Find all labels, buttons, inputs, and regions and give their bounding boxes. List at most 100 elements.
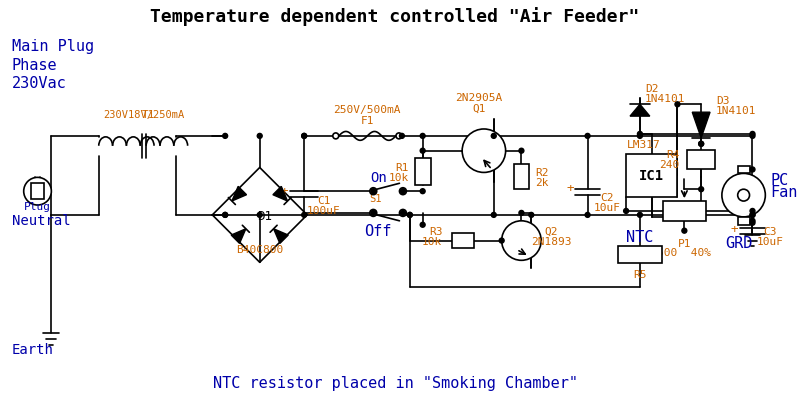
Text: Neutral: Neutral [12,213,70,227]
Text: 1N4101: 1N4101 [716,106,757,116]
Text: 1N4101: 1N4101 [645,94,686,104]
Text: D3: D3 [716,96,730,106]
Text: R3: R3 [429,226,442,236]
Circle shape [371,211,376,216]
Circle shape [302,213,306,218]
Circle shape [750,219,755,224]
Text: C1: C1 [317,196,330,206]
Text: T1: T1 [142,110,155,120]
Bar [662,202,706,221]
Text: 500  40%: 500 40% [658,248,711,258]
Circle shape [722,174,766,217]
Circle shape [399,188,406,195]
Circle shape [750,134,755,139]
Text: 2N1893: 2N1893 [530,236,571,246]
Polygon shape [231,229,246,244]
Circle shape [258,134,262,139]
Circle shape [491,134,496,139]
Circle shape [499,239,504,243]
Polygon shape [274,229,288,244]
Text: D2: D2 [645,84,658,94]
Circle shape [222,213,228,218]
Circle shape [675,102,680,107]
Text: NTC: NTC [626,230,654,244]
Circle shape [371,189,376,194]
Polygon shape [273,187,287,202]
Circle shape [491,213,496,218]
Text: 240: 240 [659,159,679,169]
Circle shape [502,221,541,261]
Polygon shape [630,105,650,117]
Polygon shape [232,187,246,202]
Text: 10k: 10k [389,173,409,183]
Bar [687,150,715,170]
Text: 230V18V/250mA: 230V18V/250mA [104,110,185,120]
Text: Phase: Phase [12,58,58,73]
Circle shape [333,133,338,140]
Polygon shape [692,113,710,138]
Bar [414,158,430,186]
Circle shape [407,213,412,218]
Text: Plug: Plug [24,202,50,211]
Circle shape [462,130,506,173]
Circle shape [698,142,704,147]
Text: 10uF: 10uF [594,202,621,212]
Circle shape [585,134,590,139]
Circle shape [750,209,755,214]
Circle shape [682,229,687,234]
Circle shape [399,210,406,217]
Text: +: + [281,184,288,197]
Circle shape [420,189,425,194]
Bar [738,166,750,174]
Text: C3: C3 [763,226,777,236]
Circle shape [519,149,524,154]
Text: R1: R1 [395,163,409,173]
Bar [738,217,750,225]
Text: 100uF: 100uF [307,205,341,216]
Text: Q1: Q1 [472,103,486,113]
Text: 230Vac: 230Vac [12,76,66,91]
Circle shape [222,213,228,218]
Text: Q2: Q2 [544,226,558,236]
Text: Main Plug: Main Plug [12,38,94,53]
Circle shape [401,189,406,194]
Text: Earth: Earth [12,342,54,356]
Circle shape [396,133,402,140]
Circle shape [529,213,534,218]
Text: R5: R5 [633,270,646,280]
Circle shape [750,213,755,218]
Circle shape [750,221,755,226]
Circle shape [24,178,51,206]
Circle shape [638,132,642,137]
Circle shape [407,213,412,218]
Text: P1: P1 [678,238,691,248]
Bar [514,164,530,190]
Text: On: On [370,171,386,185]
Text: Off: Off [365,224,392,239]
Text: 10k: 10k [422,236,442,246]
Circle shape [302,134,306,139]
Text: IC1: IC1 [639,169,664,183]
Text: R2: R2 [535,168,549,178]
Circle shape [302,134,306,139]
Circle shape [420,223,425,228]
Text: +: + [566,181,574,194]
Text: C2: C2 [601,192,614,203]
Text: Fan: Fan [770,184,798,199]
Circle shape [750,168,755,173]
Circle shape [638,134,642,139]
Text: 2k: 2k [535,178,549,188]
Text: F1: F1 [361,116,374,126]
Text: PC: PC [770,172,789,188]
Text: +: + [731,223,738,236]
Circle shape [420,134,425,139]
Text: B40C800: B40C800 [236,245,283,255]
Text: NTC resistor placed in "Smoking Chamber": NTC resistor placed in "Smoking Chamber" [213,375,578,390]
Circle shape [370,210,377,217]
Circle shape [750,213,755,218]
Circle shape [638,213,642,218]
Circle shape [698,142,704,147]
Circle shape [258,213,262,218]
Bar [618,246,662,263]
Circle shape [519,211,524,216]
